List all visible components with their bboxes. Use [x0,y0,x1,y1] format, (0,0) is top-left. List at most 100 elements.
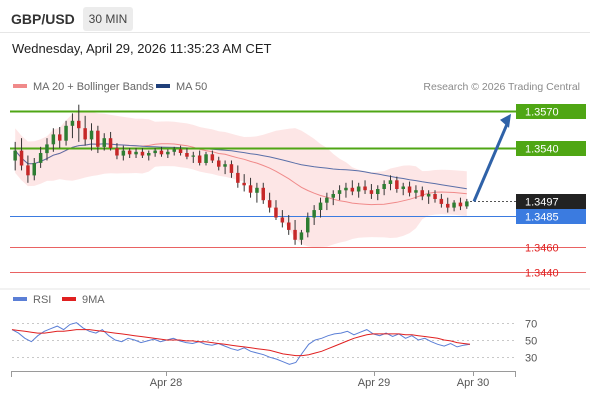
candle-body [458,202,463,207]
level-label-3: 1.3460 [525,243,559,255]
candle-body [395,180,399,189]
x-tick-label-1: Apr 29 [358,377,390,389]
research-credit: Research © 2026 Trading Central [423,81,580,93]
candle-body [274,207,278,218]
legend-label-ma20: MA 20 + Bollinger Bands [33,81,154,93]
candle-body [337,190,342,194]
candle-body [306,217,310,233]
current-price-tag [516,194,586,209]
level-tag-label-2: 1.3485 [525,212,559,224]
candle-body [236,172,240,183]
candle-body [242,182,246,186]
candle-body [108,138,113,149]
candle-body [287,222,291,230]
candle-body [325,197,329,203]
current-price-label: 1.3497 [525,197,559,209]
candle-body [293,229,297,240]
candle-body [58,134,62,141]
candle-body [318,202,323,210]
level-tag-target-1 [516,141,586,156]
candle-body [267,200,272,208]
candle-body [115,148,119,156]
candle-body [172,149,176,152]
candle-body [89,130,94,140]
candle-body [51,134,56,145]
candle-body [32,163,36,176]
header-divider [0,32,590,33]
candle-body [420,190,424,197]
level-tag-pivot-2 [516,209,586,224]
candle-body [465,201,469,207]
timeframe-badge[interactable]: 30 MIN [83,7,133,31]
candle-body [166,151,170,155]
candle-body [96,130,100,147]
candle-body [401,186,405,189]
price-tags-layer: 1.3570 1.3540 1.3485 1.3460 1.3440 1.3497 [516,104,586,280]
candle-body [153,150,157,154]
candle-body [134,151,138,155]
bollinger-band-fill [15,111,467,248]
candle-body [204,154,208,163]
candle-body [70,120,75,126]
candle-body [159,150,164,155]
level-tag-label-0: 1.3570 [525,107,559,119]
candle-body [102,138,106,147]
candle-body [299,232,304,240]
candle-body [331,194,335,198]
level-label-4: 1.3440 [525,268,559,280]
level-tag-target-0 [516,104,586,119]
candle-body [255,187,259,193]
candle-body [356,186,361,192]
rsi-tick-label-30: 30 [525,353,537,365]
candle-body [382,184,386,189]
level-tag-label-1: 1.3540 [525,144,559,156]
candle-body [433,194,437,199]
legend-swatch-ma20 [13,84,27,88]
rsi-line [11,322,471,365]
candle-body [414,190,418,193]
candle-body [261,187,265,201]
rsi-legend-swatch [13,297,27,301]
legend-label-ma50: MA 50 [176,81,207,93]
rsi-panel: 70 50 30 [11,319,537,365]
price-levels-layer [10,110,586,273]
candle-body [77,120,81,129]
bollinger-band-layer [14,111,467,248]
candle-body [140,151,145,156]
candle-body [280,217,285,223]
candle-body [217,160,221,167]
x-tick-label-0: Apr 28 [150,377,182,389]
candle-body [38,153,43,163]
candle-body [121,150,126,156]
candle-body [223,164,227,167]
candles-layer [13,104,469,245]
candle-body [229,164,234,173]
candle-body [426,194,431,197]
symbol-title: GBP/USD [11,11,75,27]
candle-body [26,165,30,176]
forecast-arrow-shaft [472,121,510,202]
candle-body [376,189,380,194]
candle-body [363,186,367,191]
candle-body [45,144,49,154]
candle-body [350,187,355,192]
candle-body [407,186,412,193]
rsi-tick-label-70: 70 [525,319,537,331]
x-tick-label-2: Apr 30 [457,377,489,389]
candle-body [446,203,450,208]
rsi-9ma-line [11,329,471,357]
candle-body [248,185,253,193]
candle-body [344,187,348,191]
x-axis-ticks: Apr 28 Apr 29 Apr 30 [150,371,489,389]
candle-body [178,149,183,153]
forecast-arrow-head [500,113,511,128]
rsi-tick-label-50: 50 [525,336,537,348]
candle-body [369,190,374,194]
candle-body [312,210,316,218]
rsi9ma-legend-label: 9MA [82,294,105,306]
candle-body [83,128,87,140]
datetime-label: Wednesday, April 29, 2026 11:35:23 AM CE… [12,41,272,56]
legend-swatch-ma50 [156,84,170,88]
candle-body [19,150,24,166]
rsi-legend-label: RSI [33,294,51,306]
